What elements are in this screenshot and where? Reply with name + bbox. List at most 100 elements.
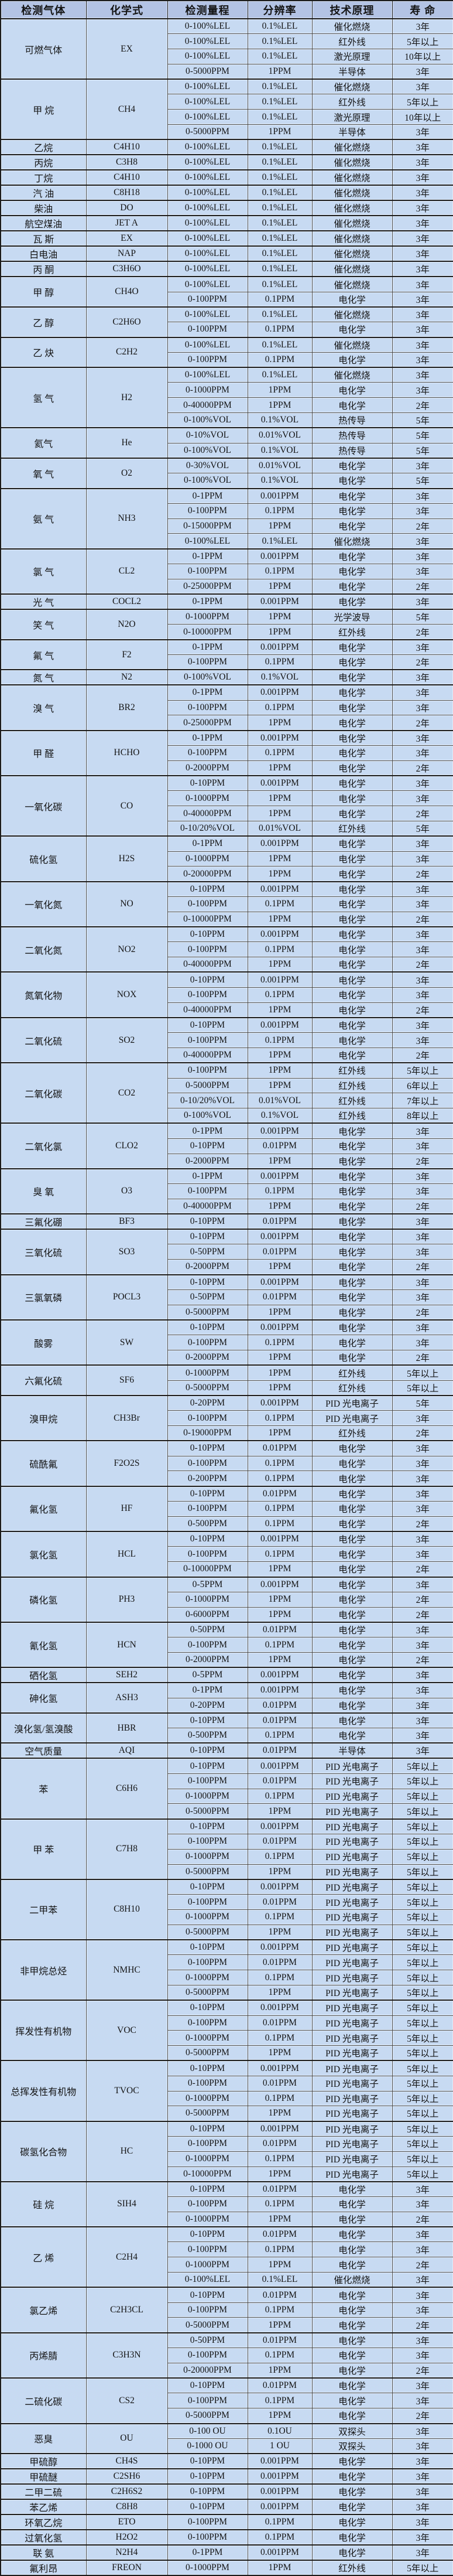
resolution-cell: 1PPM xyxy=(247,1864,313,1880)
life-cell: 3年 xyxy=(392,1183,453,1199)
table-row: 光 气 COCL2 0-1PPM 0.001PPM 电化学 3年 xyxy=(0,593,453,610)
resolution-cell: 0.01PPM xyxy=(247,2135,313,2152)
table-row: 溴甲烷 CH3Br 0-20PPM 0.001PPM PID 光电离子 5年 xyxy=(0,1394,453,1441)
gas-name-cell: 丙烯腈 xyxy=(0,2332,87,2379)
life-cell: 3年 xyxy=(392,2241,453,2258)
principle-cell: PID 光电离子 xyxy=(311,1909,393,1925)
range-cell: 0-5000PPM xyxy=(167,2317,248,2333)
resolution-cell: 0.01PPM xyxy=(247,1138,313,1154)
principle-cell: 电化学 xyxy=(311,2287,393,2303)
life-cell: 3年 xyxy=(392,1682,453,1698)
resolution-cell: 1PPM xyxy=(247,1259,313,1275)
principle-cell: 热传导 xyxy=(311,412,393,428)
range-cell: 0-10PPM xyxy=(167,1229,248,1245)
range-cell: 0-1000PPM xyxy=(167,2090,248,2107)
formula-cell: TVOC xyxy=(85,2060,168,2122)
principle-cell: 电化学 xyxy=(311,2348,393,2363)
resolution-cell: 0.001PPM xyxy=(247,971,313,988)
life-cell: 3年 xyxy=(392,1319,453,1336)
table-row: 0-100PPM 0.01PPM PID 光电离子 5年以上 xyxy=(1,2135,453,2152)
principle-cell: 电化学 xyxy=(311,1728,393,1744)
table-row: 氢 气 H2 0-100%LEL 0.1%LEL 催化燃烧 3年 xyxy=(0,367,453,428)
range-cell: 0-100%LEL xyxy=(167,154,248,170)
principle-cell: 红外线 xyxy=(311,33,393,50)
principle-cell: 半导体 xyxy=(311,63,393,80)
resolution-cell: 1PPM xyxy=(247,1561,313,1578)
resolution-cell: 1PPM xyxy=(247,382,313,398)
principle-cell: PID 光电离子 xyxy=(311,2060,393,2076)
header-range: 检测量程 xyxy=(167,0,248,19)
life-cell: 3年 xyxy=(392,2393,453,2409)
principle-cell: 电化学 xyxy=(311,2226,393,2243)
principle-cell: 半导体 xyxy=(311,124,393,140)
resolution-cell: 1PPM xyxy=(247,1984,313,2001)
table-row: 0-100PPM 0.1PPM 电化学 3年 xyxy=(1,1501,453,1517)
table-row: 硫酰氟 F2O2S 0-10PPM 0.01PPM 电化学 3年 xyxy=(0,1440,453,1487)
life-cell: 3年 xyxy=(392,185,453,201)
life-cell: 5年以上 xyxy=(392,1924,453,1940)
life-cell: 2年 xyxy=(392,2211,453,2227)
gas-name-cell: 氯乙烯 xyxy=(0,2287,87,2333)
principle-cell: PID 光电离子 xyxy=(311,1758,393,1774)
gas-name-cell: 氢 气 xyxy=(0,367,87,428)
principle-cell: 电化学 xyxy=(311,881,393,897)
gas-name-cell: 过氧化氢 xyxy=(0,2529,87,2546)
resolution-cell: 1PPM xyxy=(247,1002,313,1018)
range-cell: 0-2000PPM xyxy=(167,1259,248,1275)
principle-cell: 催化燃烧 xyxy=(311,306,393,323)
resolution-cell: 0.001PPM xyxy=(247,2544,313,2561)
formula-cell: NH3 xyxy=(85,487,168,550)
resolution-cell: 0.1%LEL xyxy=(247,185,313,201)
gas-name-cell: 氨 气 xyxy=(0,487,87,550)
life-cell: 5年以上 xyxy=(392,1864,453,1880)
resolution-cell: 1PPM xyxy=(247,624,313,640)
range-cell: 0-100PPM xyxy=(167,2529,248,2546)
life-cell: 5年以上 xyxy=(392,1954,453,1971)
table-row: 三氟化硼 BF3 0-10PPM 0.01PPM 电化学 3年 xyxy=(0,1213,453,1230)
resolution-cell: 1PPM xyxy=(247,1803,313,1820)
resolution-cell: 0.01PPM xyxy=(247,1289,313,1305)
principle-cell: 电化学 xyxy=(311,2332,393,2349)
gas-name-cell: 硫化氢 xyxy=(0,835,87,882)
life-cell: 5年以上 xyxy=(392,1939,453,1956)
principle-cell: 红外线 xyxy=(311,1077,393,1094)
resolution-cell: 0.1PPM xyxy=(247,1410,313,1427)
principle-cell: PID 光电离子 xyxy=(311,2106,393,2122)
resolution-cell: 0.1PPM xyxy=(247,700,313,716)
life-cell: 3年 xyxy=(392,1667,453,1683)
table-row: 乙 醇 C2H6O 0-100%LEL 0.1%LEL 催化燃烧 3年 xyxy=(0,306,453,338)
resolution-cell: 0.1%LEL xyxy=(247,49,313,64)
table-row: 0-100PPM 0.1PPM 电化学 3年 xyxy=(1,1335,453,1351)
resolution-cell: 0.001PPM xyxy=(247,1229,313,1245)
resolution-cell: 0.1%LEL xyxy=(247,276,313,292)
range-cell: 0-100%LEL xyxy=(167,94,248,110)
resolution-cell: 0.1PPM xyxy=(247,2196,313,2212)
formula-cell: PH3 xyxy=(85,1576,168,1623)
table-row: 0-6000PPM 1PPM 电化学 2年 xyxy=(1,1606,453,1623)
formula-cell: C2H2 xyxy=(85,336,168,368)
resolution-cell: 0.01PPM xyxy=(247,2287,313,2303)
formula-cell: He xyxy=(85,427,168,459)
resolution-cell: 1PPM xyxy=(247,2045,313,2061)
life-cell: 2年 xyxy=(392,806,453,821)
life-cell: 3年 xyxy=(392,1213,453,1230)
range-cell: 0-10PPM xyxy=(167,1878,248,1895)
principle-cell: 电化学 xyxy=(311,382,393,398)
table-row: 0-1000PPM 0.1PPM PID 光电离子 5年以上 xyxy=(1,1788,453,1804)
table-row: 0-10000PPM 1PPM 红外线 2年 xyxy=(1,624,453,640)
formula-cell: CO2 xyxy=(85,1062,168,1124)
table-row: 0-10/20%VOL 0.01%VOL 红外线 7年以上 xyxy=(1,1093,453,1109)
table-row: 0-100PPM 0.1PPM 电化学 3年 xyxy=(1,503,453,519)
range-cell: 0-100PPM xyxy=(167,941,248,958)
principle-cell: 电化学 xyxy=(311,1516,393,1532)
range-cell: 0-5000PPM xyxy=(167,1077,248,1094)
life-cell: 2年 xyxy=(392,1591,453,1608)
range-cell: 0-5000PPM xyxy=(167,1924,248,1940)
table-row: 丁烷 C4H10 0-100%LEL 0.1%LEL 催化燃烧 3年 xyxy=(0,169,453,186)
formula-cell: O3 xyxy=(85,1168,168,1214)
resolution-cell: 1PPM xyxy=(247,851,313,867)
principle-cell: 电化学 xyxy=(311,2241,393,2258)
resolution-cell: 0.01PPM xyxy=(247,1697,313,1714)
gas-name-cell: 乙 烯 xyxy=(0,2226,87,2288)
table-row: 乙 炔 C2H2 0-100%LEL 0.1%LEL 催化燃烧 3年 xyxy=(0,336,453,368)
